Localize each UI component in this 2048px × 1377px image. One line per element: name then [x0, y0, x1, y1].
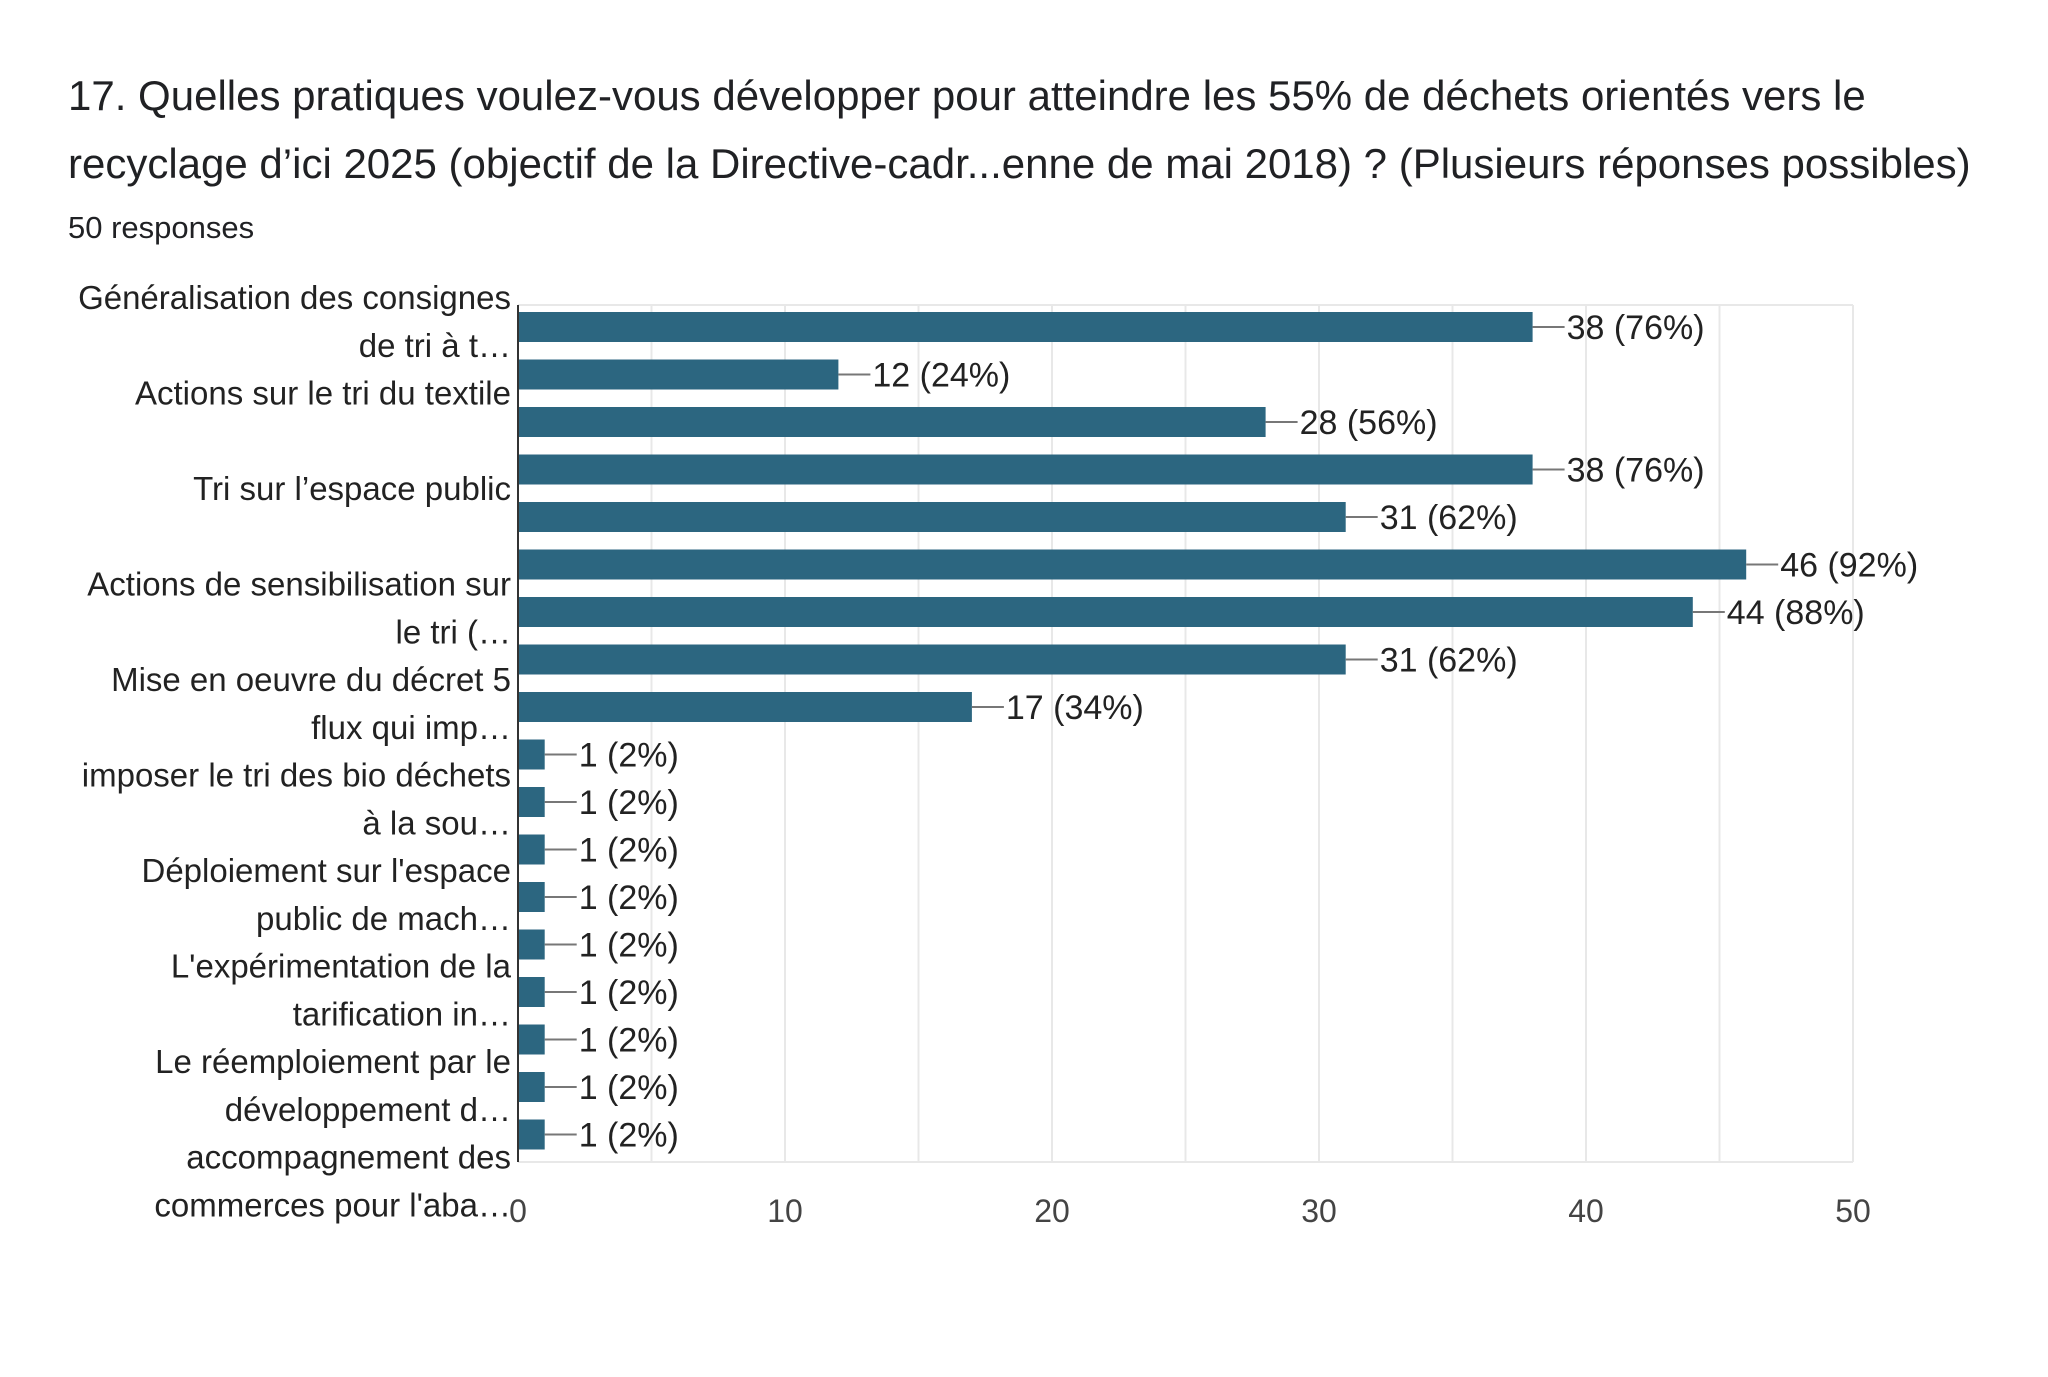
chart-header: 17. Quelles pratiques voulez-vous dévelo… [68, 62, 2028, 248]
data-label: 1 (2%) [579, 784, 679, 822]
data-label: 44 (88%) [1727, 594, 1865, 632]
category-label: Actions sur le tri du textile [135, 375, 511, 412]
data-label: 1 (2%) [579, 927, 679, 965]
bar [518, 549, 1747, 580]
data-label: 46 (92%) [1780, 547, 1918, 585]
bar [518, 692, 972, 722]
category-label: public de mach… [256, 900, 511, 937]
category-label: tarification in… [293, 996, 511, 1033]
data-label: 1 (2%) [579, 1022, 679, 1060]
category-label: flux qui imp… [311, 709, 511, 746]
x-tick-label: 50 [1835, 1193, 1871, 1229]
bar [518, 407, 1266, 437]
x-tick-label: 0 [509, 1193, 527, 1229]
category-label: imposer le tri des bio déchets [82, 757, 511, 794]
data-label: 1 (2%) [579, 879, 679, 917]
data-label: 12 (24%) [872, 357, 1010, 395]
category-label: Le réemploiement par le [155, 1043, 511, 1080]
data-label: 1 (2%) [579, 737, 679, 775]
bar [518, 454, 1533, 485]
category-label: Généralisation des consignes [78, 279, 511, 316]
bar [518, 787, 545, 817]
data-label: 1 (2%) [579, 1117, 679, 1155]
category-label: Actions de sensibilisation sur [87, 566, 511, 603]
x-tick-label: 20 [1034, 1193, 1070, 1229]
category-label: Mise en oeuvre du décret 5 [111, 661, 511, 698]
bar [518, 502, 1346, 532]
bar [518, 977, 545, 1007]
bar [518, 1072, 545, 1102]
category-label: accompagnement des [186, 1139, 511, 1176]
x-tick-label: 30 [1301, 1193, 1337, 1229]
bar [518, 929, 545, 960]
bar [518, 1119, 545, 1150]
data-label: 31 (62%) [1380, 642, 1518, 680]
category-label: commerces pour l'aba… [154, 1187, 511, 1224]
bar [518, 597, 1693, 627]
bar [518, 882, 545, 912]
data-label: 1 (2%) [579, 832, 679, 870]
x-tick-label: 40 [1568, 1193, 1604, 1229]
category-label: L'expérimentation de la [171, 948, 512, 985]
bar [518, 739, 545, 770]
data-label: 17 (34%) [1006, 689, 1144, 727]
bar [518, 359, 839, 390]
data-label: 38 (76%) [1567, 309, 1705, 347]
bar [518, 834, 545, 865]
response-count: 50 responses [68, 210, 255, 245]
x-tick-label: 10 [767, 1193, 803, 1229]
data-label: 28 (56%) [1300, 404, 1438, 442]
category-label: Tri sur l’espace public [193, 470, 511, 507]
data-label: 1 (2%) [579, 974, 679, 1012]
category-label: de tri à t… [359, 327, 511, 364]
data-label: 1 (2%) [579, 1069, 679, 1107]
bar [518, 312, 1533, 342]
category-label: Déploiement sur l'espace [142, 852, 512, 889]
data-label: 38 (76%) [1567, 452, 1705, 490]
chart-title: 17. Quelles pratiques voulez-vous dévelo… [68, 72, 1971, 187]
category-label: développement d… [225, 1091, 511, 1128]
bar [518, 644, 1346, 675]
bar [518, 1024, 545, 1055]
data-label: 31 (62%) [1380, 499, 1518, 537]
category-label: le tri (… [396, 614, 512, 651]
category-label: à la sou… [362, 805, 511, 842]
